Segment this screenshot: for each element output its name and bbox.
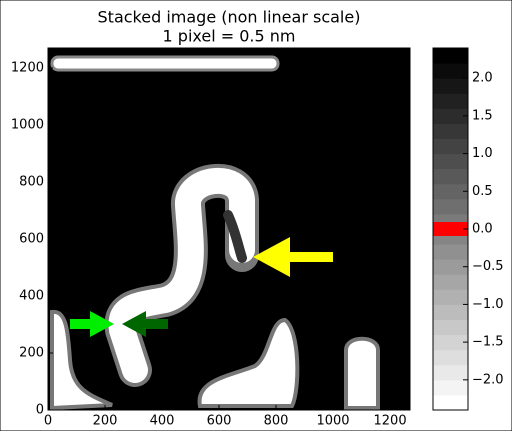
colorbar-tick-label: −1.0 bbox=[472, 297, 504, 312]
colorbar-band bbox=[433, 289, 468, 305]
colorbar-band bbox=[433, 153, 468, 170]
colorbar-band bbox=[433, 123, 468, 139]
colorbar-band bbox=[433, 183, 468, 200]
blob bbox=[50, 55, 280, 72]
image bbox=[48, 48, 410, 411]
x-tick-label: 1000 bbox=[316, 414, 349, 429]
colorbar-band bbox=[433, 198, 468, 215]
colorbar: 2.0 1.5 1.0 0.5 0.0 −0.5 −1.0 −1.5 −2.0 bbox=[432, 47, 504, 411]
colorbar-tick-label: 0.5 bbox=[472, 184, 493, 199]
colorbar-tick-label: 2.0 bbox=[472, 71, 493, 86]
x-tick-label: 200 bbox=[93, 414, 118, 429]
colorbar-band bbox=[433, 334, 468, 351]
colorbar-band bbox=[433, 168, 468, 185]
colorbar-band bbox=[433, 379, 468, 396]
blob-shade bbox=[223, 210, 247, 263]
x-tick-label: 400 bbox=[150, 414, 175, 429]
blob bbox=[108, 167, 255, 383]
colorbar-band bbox=[433, 48, 468, 64]
colorbar-band bbox=[433, 394, 468, 411]
y-tick-label: 200 bbox=[19, 345, 44, 360]
blob bbox=[344, 336, 380, 410]
colorbar-band bbox=[433, 78, 468, 94]
y-tick-label: 0 bbox=[36, 403, 44, 418]
axes-frame bbox=[47, 47, 411, 411]
colorbar-band bbox=[433, 304, 468, 320]
dark-green-arrow bbox=[122, 311, 168, 337]
colorbar-band bbox=[433, 108, 468, 124]
x-tick-label: 800 bbox=[264, 414, 289, 429]
colorbar-band bbox=[433, 319, 468, 336]
blob bbox=[50, 309, 113, 411]
x-tick-label: 1200 bbox=[374, 414, 407, 429]
colorbar-band bbox=[433, 63, 468, 79]
chart-subtitle: 1 pixel = 0.5 nm bbox=[163, 27, 296, 46]
y-tick-label: 1000 bbox=[11, 117, 44, 132]
x-tick-label: 600 bbox=[207, 414, 232, 429]
colorbar-tick-label: 1.5 bbox=[472, 108, 493, 123]
colorbar-band bbox=[433, 244, 468, 260]
colorbar-zero-band bbox=[433, 222, 468, 236]
blob bbox=[197, 317, 300, 408]
colorbar-band bbox=[433, 364, 468, 381]
x-tick-label: 0 bbox=[44, 414, 52, 429]
colorbar-tick-label: −0.5 bbox=[472, 259, 504, 274]
colorbar-band bbox=[433, 349, 468, 366]
y-tick-label: 1200 bbox=[11, 60, 44, 75]
colorbar-band bbox=[433, 93, 468, 109]
colorbar-tick-label: −1.5 bbox=[472, 335, 504, 350]
colorbar-tick-label: −2.0 bbox=[472, 372, 504, 387]
y-tick-label: 800 bbox=[19, 174, 44, 189]
yellow-arrow bbox=[253, 237, 333, 277]
chart-title: Stacked image (non linear scale) bbox=[98, 8, 361, 27]
colorbar-band bbox=[433, 274, 468, 290]
colorbar-tick-label: 0.0 bbox=[472, 222, 493, 237]
y-tick-label: 400 bbox=[19, 288, 44, 303]
colorbar-band bbox=[433, 259, 468, 275]
green-arrow bbox=[70, 311, 114, 337]
colorbar-band bbox=[433, 138, 468, 155]
y-tick-label: 600 bbox=[19, 231, 44, 246]
colorbar-tick-label: 1.0 bbox=[472, 146, 493, 161]
